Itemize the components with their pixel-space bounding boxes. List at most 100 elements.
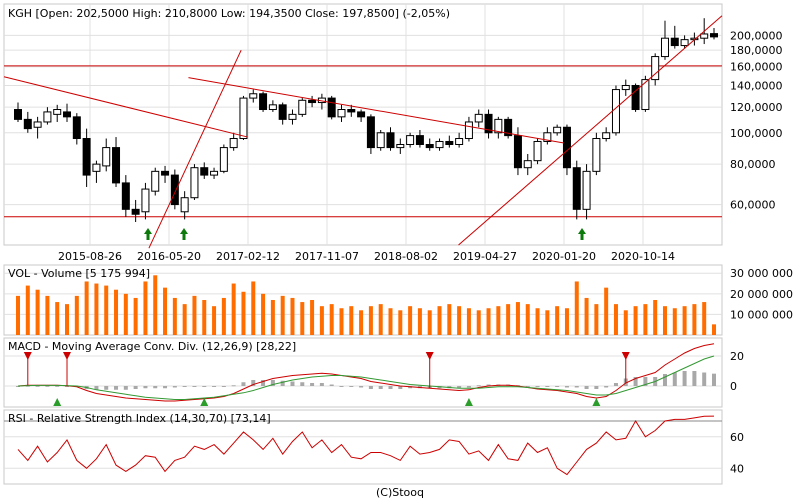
volume-bar [94,283,99,335]
volume-bar [182,304,187,335]
volume-bar [359,310,364,335]
candle-up [376,132,385,149]
volume-bar [378,304,383,335]
candle-up [268,104,277,111]
candle-down [308,99,317,104]
volume-bar [388,308,393,335]
price-tick-label: 60,0000 [730,199,776,212]
trend-lines [3,15,723,249]
volume-bar [486,308,491,335]
volume-bar [447,304,452,335]
buy-arrow-icon [53,398,62,406]
volume-bar [153,275,158,335]
volume-bar [594,304,599,335]
rsi-panel: 60 40 RSI - Relative Strength Index (14,3… [3,409,744,485]
volume-bar [192,295,197,335]
volume-bar [55,302,60,335]
date-tick-label: 2018-08-02 [374,250,438,263]
volume-bar [682,306,687,335]
price-tick-label: 140,0000 [730,79,783,92]
volume-bar [114,289,119,335]
candle-up [406,135,415,145]
volume-bar [212,306,217,335]
macd-lines [17,343,715,402]
volume-bar [74,295,79,335]
support-resistance-lines [4,65,722,218]
candle-down [445,140,454,145]
buy-arrow-icon [144,228,152,240]
date-tick-label: 2015-08-26 [58,250,122,263]
macd-histogram-bar [172,386,177,388]
macd-histogram-bar [359,386,364,388]
volume-bar [339,308,344,335]
candle-up [680,39,689,47]
volume-bar [437,306,442,335]
sell-arrow-icon [63,352,72,360]
price-panel-title: KGH [Open: 202,5000 High: 210,8000 Low: … [8,7,450,20]
rsi-axis: 60 40 [730,431,744,475]
macd-histogram-bar [192,386,197,387]
price-tick-label: 120,0000 [730,101,783,114]
candle-up [543,132,552,142]
macd-histogram-bar [329,384,334,386]
rsi-panel-frame [3,409,723,485]
macd-histogram-bar [55,385,60,387]
candle-down [82,138,91,176]
macd-histogram-bar [712,373,716,386]
buy-arrow-icon [200,398,209,406]
candle-up [141,188,150,213]
macd-histogram-bar [339,386,344,387]
macd-histogram-bar [241,382,246,386]
candle-down [14,109,22,120]
macd-histogram-bar [251,380,256,386]
candle-up [249,93,258,99]
candle-up [337,109,346,118]
volume-bar [457,306,462,335]
volume-bar [408,306,413,335]
price-tick-label: 180,0000 [730,44,783,57]
volume-tick-label: 20 000 000 [730,288,793,301]
volume-bar [417,308,422,335]
candle-up [621,84,630,91]
macd-signal-markers [23,352,630,406]
volume-bar [702,302,707,335]
volume-bar [496,306,501,335]
sell-arrow-icon [23,352,32,360]
candle-up [151,170,160,192]
candle-up [43,111,52,123]
price-tick-label: 100,0000 [730,127,783,140]
candle-up [180,197,189,213]
volume-bar [633,306,638,335]
volume-bar [368,306,373,335]
volume-bar [65,304,70,335]
candle-down [200,167,209,176]
candle-down [161,170,170,176]
volume-bar [466,308,471,335]
rsi-lines [17,415,715,476]
candle-down [357,111,366,118]
volume-bar [604,287,609,335]
macd-histogram-bar [231,385,236,387]
copyright-footer: (C)Stooq [376,486,424,499]
rsi-panel-title: RSI - Relative Strength Index (14,30,70)… [8,412,271,425]
volume-bar [613,304,618,335]
candle-down [63,111,72,118]
date-tick-label: 2017-02-12 [216,250,280,263]
macd-histogram-bar [388,386,393,389]
macd-histogram-bar [702,372,707,386]
candle-up [651,56,660,81]
candle-down [170,174,179,206]
volume-bar [202,300,207,335]
volume-bar [515,302,520,335]
date-tick-label: 2020-01-20 [532,250,596,263]
macd-histogram-bar [476,385,481,387]
candle-down [327,97,336,118]
macd-histogram-bar [378,386,383,389]
macd-histogram-bar [310,383,315,386]
candle-down [112,147,121,184]
candle-up [494,118,503,134]
volume-bar [25,285,30,335]
volume-bar [672,308,677,335]
